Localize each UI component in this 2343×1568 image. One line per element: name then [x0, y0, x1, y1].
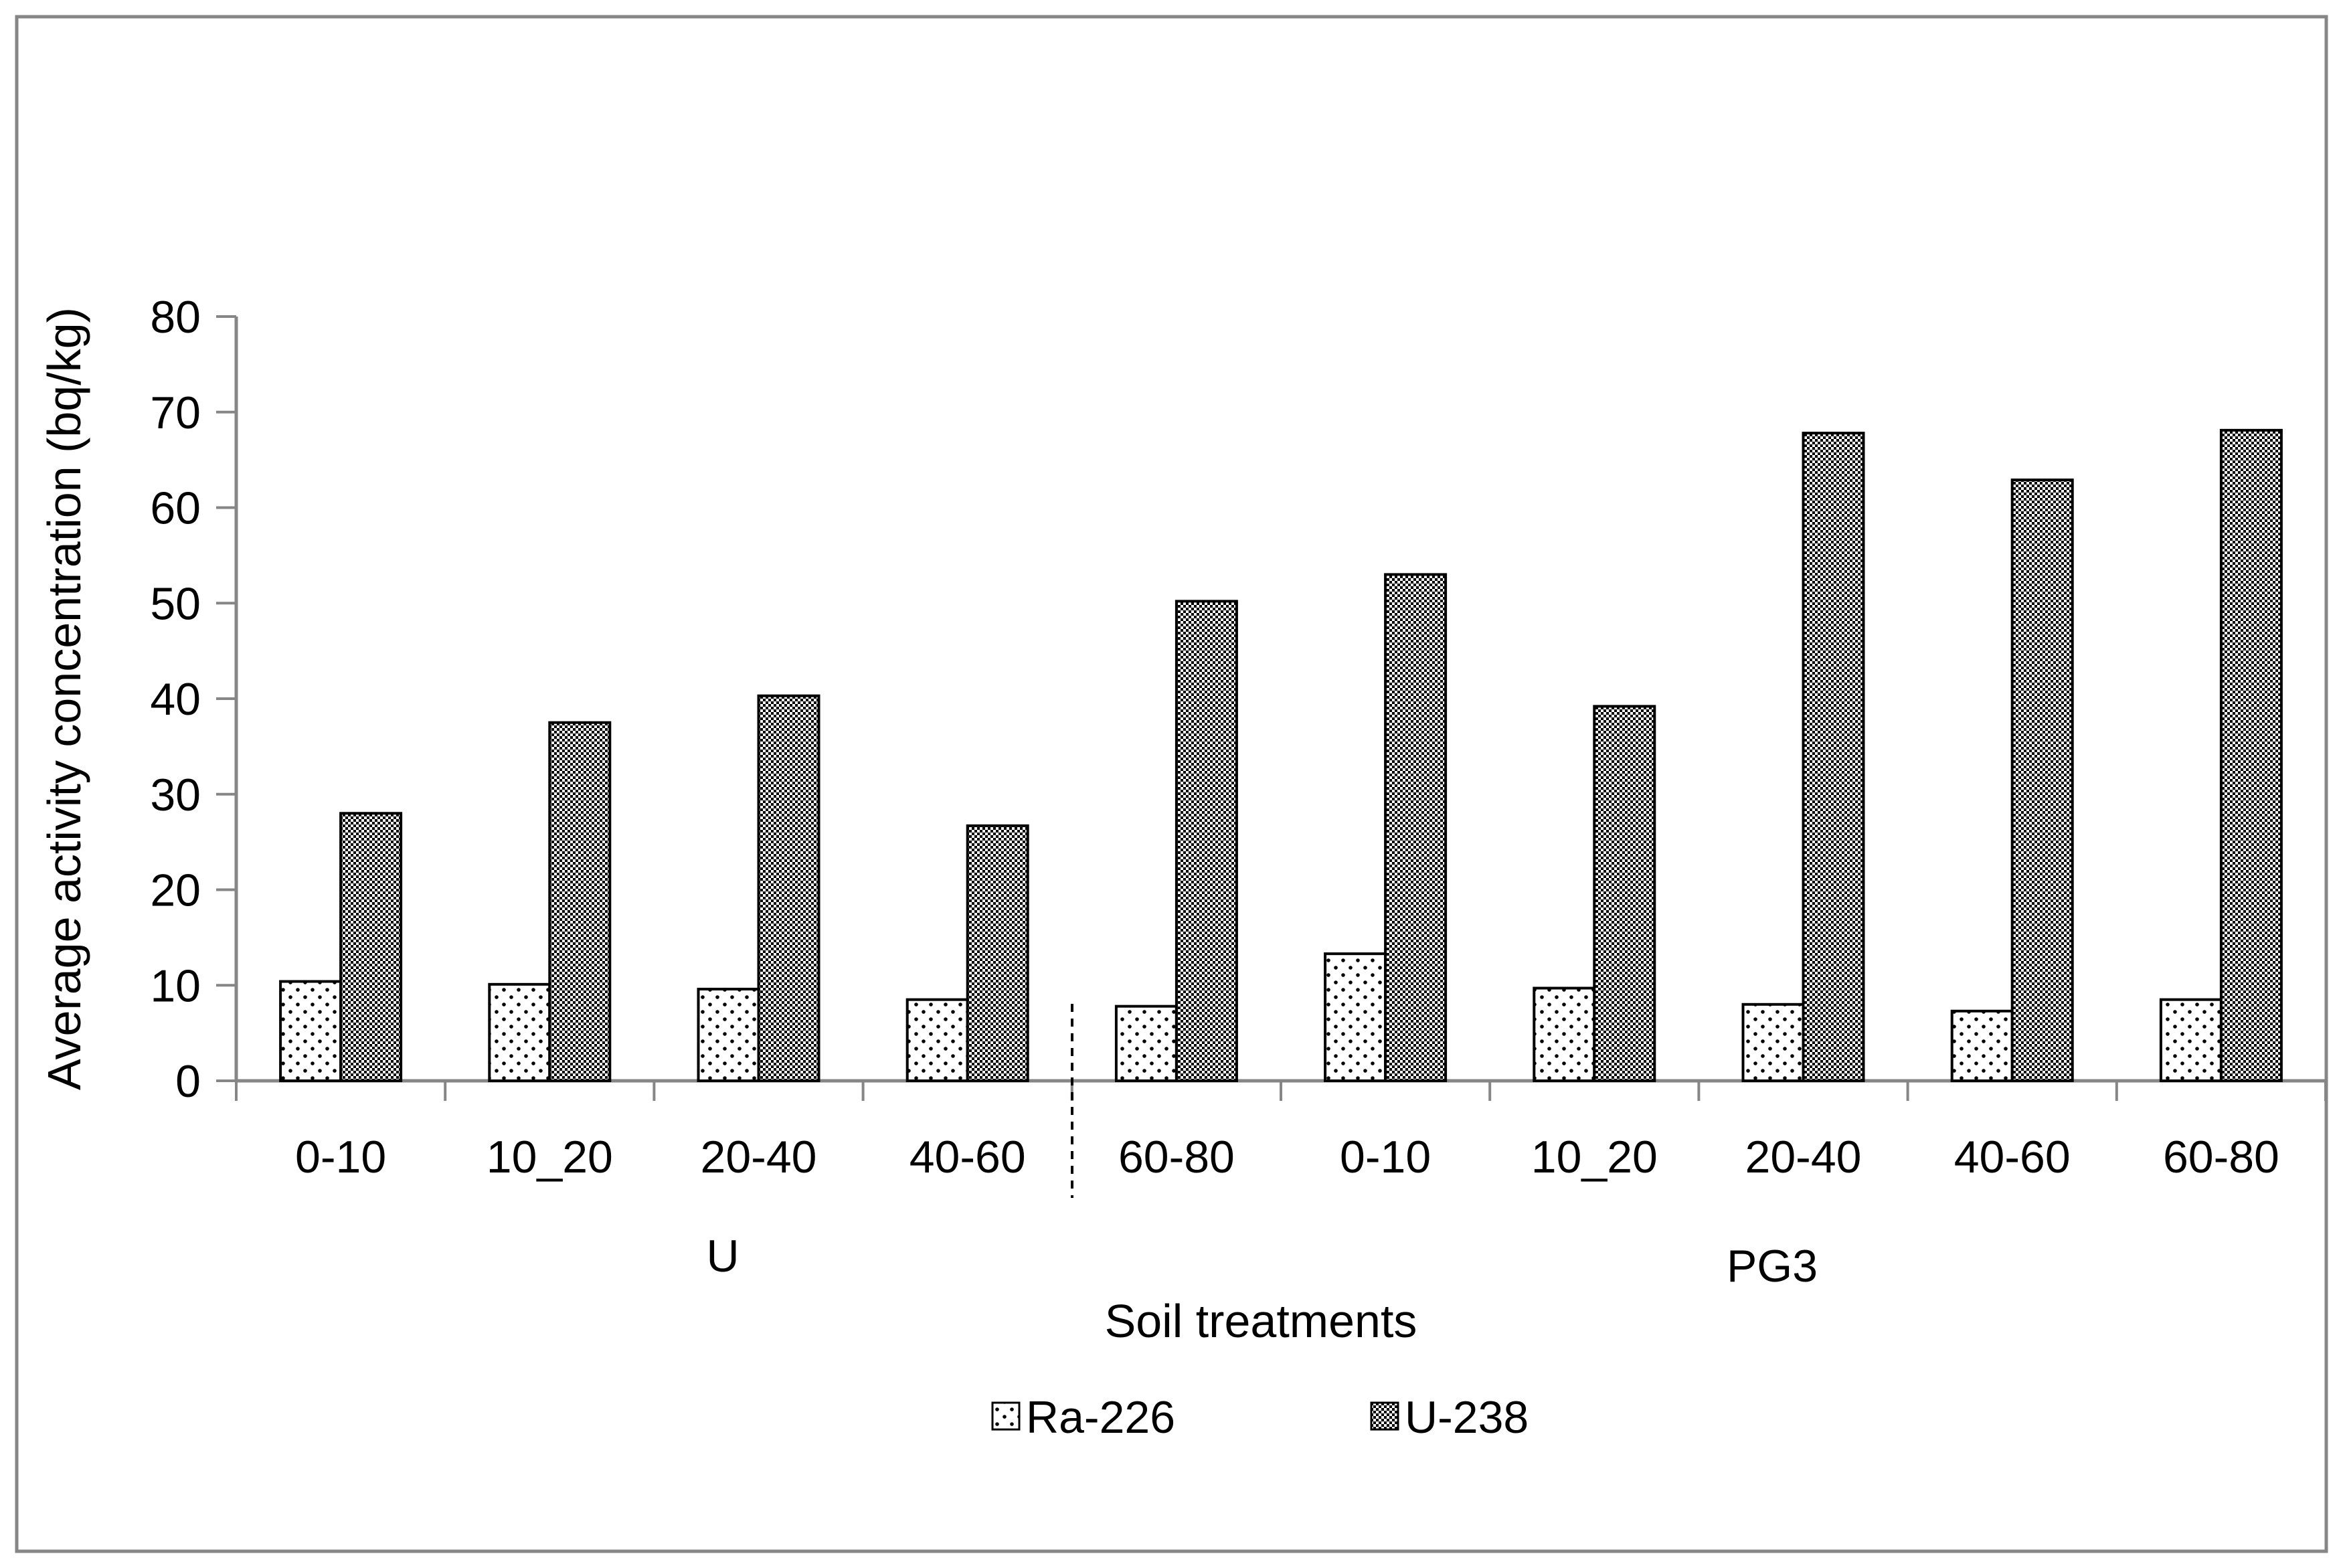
- legend-item-u-238: U-238: [1370, 1392, 1529, 1443]
- bar-ra-226: [488, 982, 551, 1083]
- bar-ra-226: [1533, 986, 1596, 1082]
- bar-ra-226: [2159, 998, 2223, 1082]
- bar-ra-226: [1114, 1005, 1178, 1083]
- category-labels: 0-10 10_20 20-40 40-60 60-80 0-10 10_20 20-40 40…: [295, 1132, 2279, 1183]
- y-tick-label: 40: [150, 674, 201, 725]
- y-tick-label: 10: [150, 960, 201, 1011]
- legend-label-u-238: U-238: [1405, 1392, 1529, 1443]
- bar-u-238: [1802, 432, 1865, 1082]
- group-label-u: U: [706, 1231, 739, 1282]
- legend-item-ra-226: Ra-226: [991, 1392, 1175, 1443]
- y-tick-label: 50: [150, 578, 201, 629]
- bar-u-238: [1593, 705, 1656, 1083]
- bar-u-238: [2010, 478, 2074, 1082]
- x-tick-label: 40-60: [909, 1132, 1026, 1183]
- x-tick-label: 40-60: [1954, 1132, 2071, 1183]
- bar-ra-226: [697, 987, 760, 1082]
- bar-u-238: [548, 721, 612, 1082]
- bar-u-238: [966, 824, 1029, 1083]
- x-tick-label: 0-10: [1340, 1132, 1431, 1183]
- x-axis-title: Soil treatments: [1105, 1295, 1417, 1347]
- bar-u-238: [1384, 573, 1448, 1082]
- group-label-pg3: PG3: [1727, 1241, 1818, 1292]
- x-tick-label: 60-80: [1118, 1132, 1235, 1183]
- chart-border: [15, 15, 2328, 1553]
- y-tick-label: 70: [150, 387, 201, 438]
- x-tick-label: 0-10: [295, 1132, 386, 1183]
- legend-label-ra-226: Ra-226: [1026, 1392, 1175, 1443]
- bar-ra-226: [279, 980, 343, 1083]
- y-tick-label: 80: [150, 292, 201, 343]
- x-tick-label: 10_20: [487, 1132, 613, 1183]
- bar-ra-226: [1741, 1003, 1805, 1083]
- x-tick-label: 20-40: [701, 1132, 817, 1183]
- y-axis-title: Average activity concentration (bq/kg): [38, 307, 90, 1090]
- bar-ra-226: [1950, 1009, 2014, 1082]
- y-tick-label: 30: [150, 770, 201, 820]
- x-tick-label: 10_20: [1531, 1132, 1658, 1183]
- y-tick-label: 60: [150, 483, 201, 534]
- legend: Ra-226 U-238: [991, 1392, 1529, 1443]
- bar-u-238: [2219, 428, 2283, 1082]
- bar-u-238: [757, 694, 820, 1082]
- bar-ra-226: [905, 998, 969, 1082]
- y-ticks: 0 10 20 30 40 50 60 70 80: [150, 292, 236, 1107]
- bar-ra-226: [1324, 952, 1387, 1082]
- bars: [279, 428, 2283, 1083]
- y-tick-label: 20: [150, 865, 201, 916]
- x-ticks: [235, 1081, 2327, 1101]
- x-tick-label: 20-40: [1745, 1132, 1862, 1183]
- plot-area: 0 10 20 30 40 50 60 70 80 0-10 10_20 20-40 40-60 60-…: [150, 292, 2327, 1198]
- legend-swatch-ra-226: [991, 1401, 1021, 1431]
- x-tick-label: 60-80: [2163, 1132, 2279, 1183]
- bar-u-238: [1175, 600, 1238, 1082]
- y-tick-label: 0: [175, 1056, 201, 1107]
- legend-swatch-u-238: [1370, 1401, 1399, 1431]
- bar-u-238: [339, 812, 403, 1083]
